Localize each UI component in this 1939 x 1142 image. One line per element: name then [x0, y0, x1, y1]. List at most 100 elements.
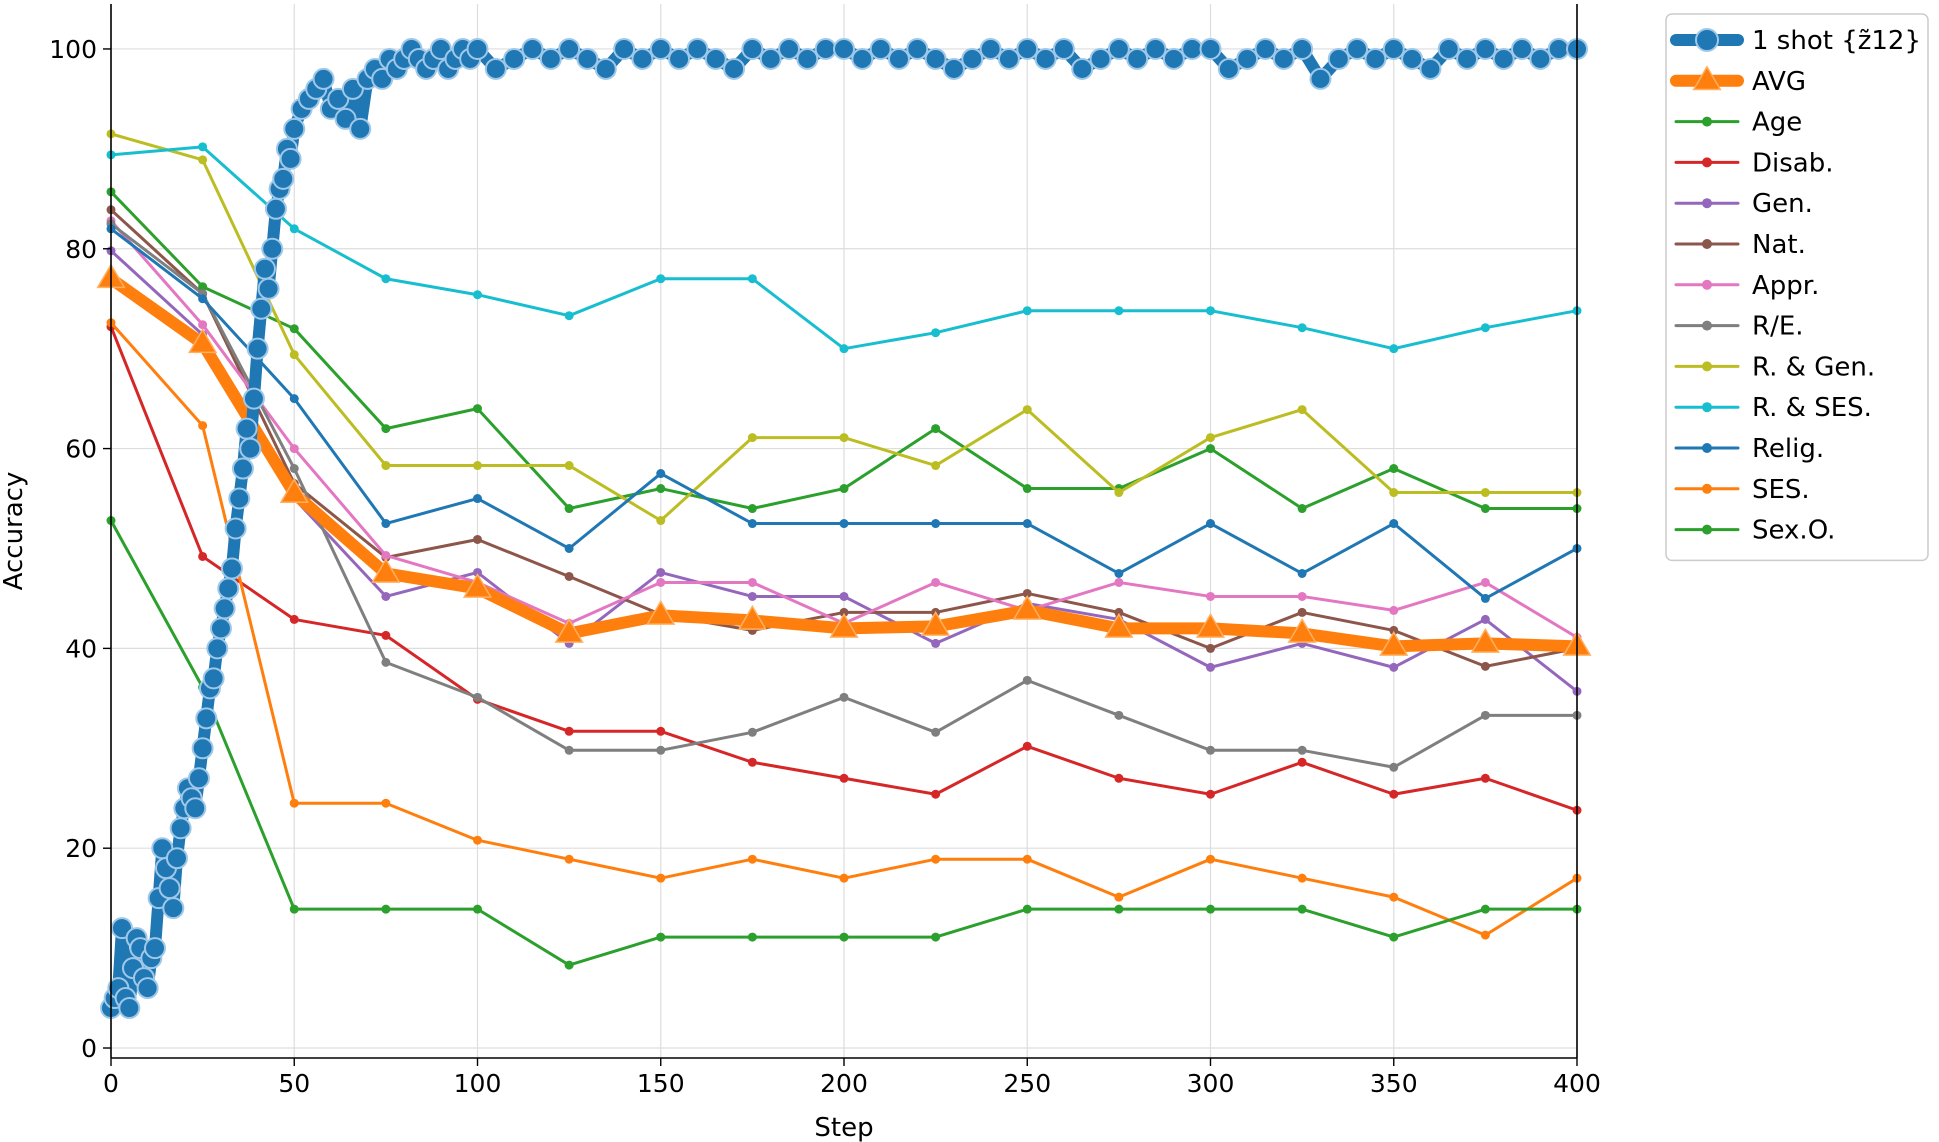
- data-point: [1480, 593, 1490, 603]
- data-point: [747, 757, 757, 767]
- data-point: [1309, 67, 1332, 90]
- data-point: [250, 297, 273, 320]
- data-point: [473, 692, 482, 702]
- data-point: [473, 904, 482, 914]
- data-point: [1480, 930, 1490, 940]
- data-point: [1206, 643, 1215, 653]
- data-point: [564, 745, 574, 755]
- y-tick-label: 80: [65, 235, 97, 264]
- data-point: [289, 350, 299, 360]
- data-point: [1401, 47, 1424, 70]
- data-point: [312, 67, 335, 90]
- grid-lines: [110, 4, 1578, 1058]
- legend-label: R/E.: [1752, 312, 1804, 342]
- data-point: [198, 421, 208, 431]
- legend-swatch-marker: [1702, 198, 1712, 209]
- data-point: [576, 47, 599, 70]
- data-point: [1114, 568, 1124, 578]
- data-point: [289, 224, 299, 234]
- data-point: [649, 37, 672, 60]
- data-point: [759, 47, 782, 70]
- y-tick-label: 0: [81, 1034, 97, 1063]
- data-point: [1474, 37, 1497, 60]
- data-point: [686, 37, 709, 60]
- data-point: [1346, 37, 1369, 60]
- data-point: [206, 637, 229, 660]
- series-1: [96, 263, 1592, 656]
- data-point: [747, 504, 757, 514]
- data-point: [796, 47, 819, 70]
- data-point: [906, 37, 929, 60]
- data-point: [656, 577, 666, 587]
- data-point: [564, 543, 574, 553]
- legend-item: Appr.: [1674, 271, 1819, 301]
- data-point: [1217, 57, 1240, 80]
- data-point: [839, 484, 849, 494]
- data-point: [1022, 588, 1032, 598]
- data-point: [931, 727, 941, 737]
- data-point: [1291, 37, 1314, 60]
- data-point: [217, 577, 240, 600]
- data-point: [1529, 47, 1552, 70]
- legend-swatch-marker: [1702, 483, 1712, 494]
- data-point: [747, 577, 757, 587]
- data-point: [198, 142, 208, 152]
- data-point: [851, 47, 874, 70]
- data-point: [931, 519, 941, 529]
- legend-swatch-marker: [1702, 157, 1712, 168]
- data-point: [869, 37, 892, 60]
- data-point: [1389, 488, 1399, 498]
- data-point: [829, 612, 859, 638]
- data-point: [921, 610, 951, 636]
- data-point: [484, 57, 507, 80]
- data-point: [1206, 789, 1215, 799]
- data-point: [564, 726, 574, 736]
- data-point: [554, 617, 584, 643]
- data-point: [1327, 47, 1350, 70]
- data-point: [1022, 405, 1032, 415]
- data-point: [656, 873, 666, 883]
- data-point: [564, 854, 574, 864]
- data-point: [656, 469, 666, 479]
- data-point: [521, 37, 544, 60]
- data-point: [165, 847, 188, 870]
- data-point: [1389, 892, 1399, 902]
- data-point: [613, 37, 636, 60]
- data-point: [1162, 47, 1185, 70]
- legend-label: Age: [1752, 108, 1802, 138]
- data-point: [1195, 612, 1226, 638]
- x-tick-label: 400: [1553, 1069, 1601, 1098]
- data-point: [198, 294, 208, 304]
- data-point: [839, 873, 849, 883]
- legend-label: Appr.: [1752, 271, 1819, 301]
- data-point: [723, 57, 746, 80]
- data-point: [1470, 627, 1500, 653]
- data-point: [1511, 37, 1534, 60]
- y-axis-label: Accuracy: [0, 472, 29, 591]
- data-point: [558, 37, 581, 60]
- legend-item: SES.: [1674, 475, 1810, 505]
- data-point: [1052, 37, 1075, 60]
- data-point: [1114, 904, 1124, 914]
- data-point: [747, 274, 757, 284]
- data-point: [1206, 854, 1215, 864]
- data-point: [1389, 519, 1399, 529]
- data-point: [839, 519, 849, 529]
- data-point: [198, 282, 208, 292]
- data-point: [961, 47, 984, 70]
- data-point: [1199, 37, 1222, 60]
- data-point: [997, 47, 1020, 70]
- data-point: [239, 437, 262, 460]
- legend-swatch-marker: [1702, 402, 1712, 413]
- data-point: [466, 37, 489, 60]
- data-point: [1287, 617, 1317, 643]
- legend-label: SES.: [1752, 475, 1810, 505]
- legend-item: Disab.: [1674, 148, 1834, 178]
- legend: 1 shot {z̃12} AVG Age Disab. Gen. Nat. Appr. R/…: [1665, 13, 1929, 562]
- data-point: [931, 424, 941, 434]
- legend-label: Nat.: [1752, 230, 1806, 260]
- data-point: [1022, 675, 1032, 685]
- x-axis-label: Step: [814, 1113, 873, 1142]
- data-point: [1114, 892, 1124, 902]
- data-point: [747, 727, 757, 737]
